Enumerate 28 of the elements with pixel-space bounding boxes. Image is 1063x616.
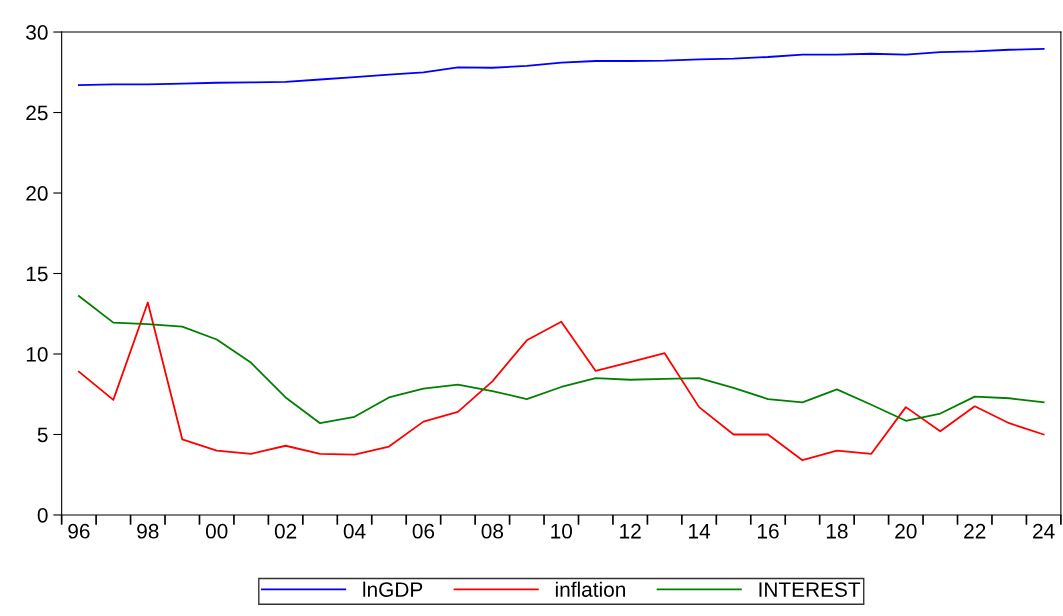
y-tick-label: 20 — [26, 186, 48, 201]
x-tick-label: 04 — [343, 523, 366, 539]
x-tick-label: 22 — [964, 523, 986, 539]
y-tick-label: 10 — [26, 347, 48, 362]
x-tick-label: 08 — [481, 523, 504, 539]
y-tick-label: 15 — [26, 266, 48, 282]
y-tick-label: 5 — [37, 427, 48, 443]
x-tick-label: 10 — [551, 523, 573, 539]
x-tick-label: 96 — [68, 523, 90, 539]
x-tick-label: 16 — [758, 523, 779, 539]
x-tick-label: 06 — [412, 523, 435, 539]
legend-label: inflation — [555, 581, 625, 597]
x-tick-label: 12 — [620, 523, 641, 539]
x-tick-label: 20 — [895, 523, 917, 539]
x-tick-label: 00 — [205, 523, 228, 539]
x-tick-label: 98 — [137, 523, 159, 539]
x-tick-label: 02 — [274, 523, 297, 539]
legend-label: lnGDP — [363, 581, 423, 597]
x-tick-label: 24 — [1033, 523, 1055, 539]
x-tick-label: 18 — [826, 523, 848, 539]
line-series — [77, 301, 1045, 462]
legend-label: INTEREST — [759, 582, 861, 597]
x-tick-label: 14 — [689, 524, 711, 539]
line-series — [77, 48, 1045, 87]
y-tick-label: 25 — [26, 105, 48, 121]
line-series — [77, 295, 1045, 425]
y-tick-label: 0 — [37, 507, 48, 523]
y-tick-label: 30 — [26, 25, 48, 40]
